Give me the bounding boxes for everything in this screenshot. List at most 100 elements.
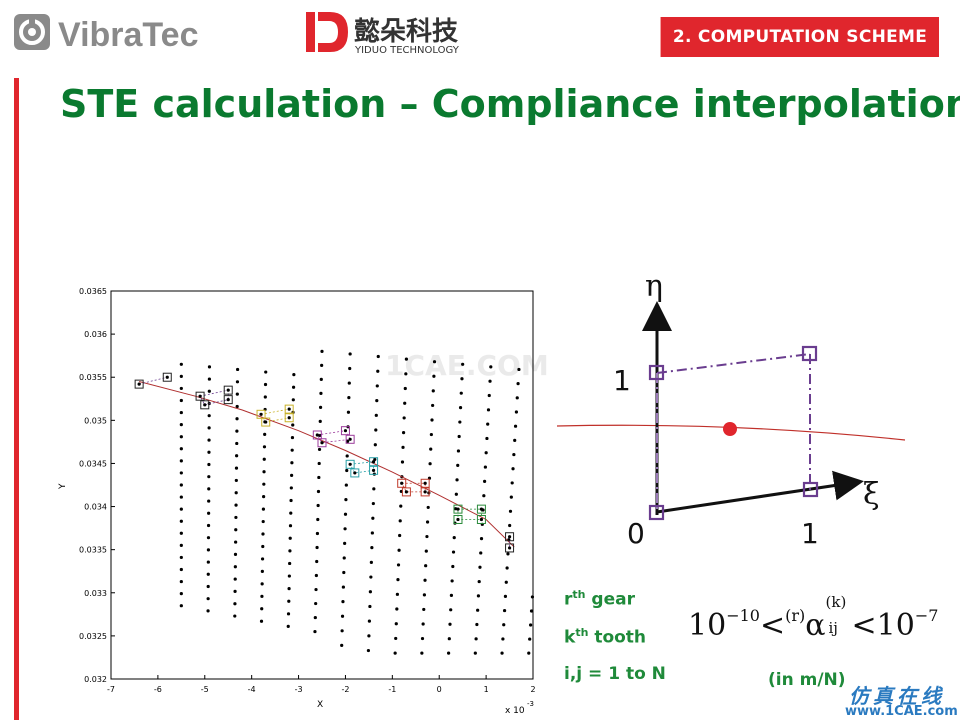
mesh-point	[344, 483, 348, 487]
axis-ticks: -7 -6 -5 -4 -3 -2 -1 0 1 2 0.032 0.0325 0.033 0.0335 0…	[79, 287, 536, 694]
mesh-point	[403, 386, 407, 391]
cell-node	[420, 487, 430, 497]
mesh-point	[508, 509, 513, 513]
mesh-point	[425, 520, 430, 524]
mesh-scatter-chart: 1CAE.COM -7 -6 -5 -4 -3 -2 -1 0 1 2 0.032 0.0325 0.0…	[58, 287, 549, 716]
mesh-point	[372, 487, 376, 491]
mesh-point	[179, 579, 183, 584]
eta-one-label: 1	[613, 364, 631, 397]
mesh-point	[286, 612, 291, 616]
cell-node	[345, 434, 355, 444]
mesh-point	[403, 401, 407, 405]
chart-watermark: 1CAE.COM	[385, 349, 549, 382]
mesh-point	[207, 475, 211, 479]
mesh-points	[179, 349, 535, 655]
mesh-point	[287, 574, 291, 578]
mesh-point	[529, 609, 534, 613]
mesh-point	[486, 408, 491, 412]
mesh-point	[340, 629, 344, 633]
mesh-point	[342, 570, 346, 575]
mesh-point	[288, 549, 292, 553]
cell-node-point	[343, 429, 348, 433]
index-range-label: i,j = 1 to N	[564, 664, 666, 684]
mesh-point	[451, 564, 455, 569]
mesh-point	[371, 516, 375, 520]
mesh-point	[260, 557, 265, 561]
cell-node-point	[400, 481, 404, 485]
mesh-point	[291, 385, 296, 389]
x-tick-label: -1	[388, 685, 396, 694]
mesh-point	[207, 426, 211, 430]
mesh-point	[458, 420, 462, 424]
yiduo-logo-icon	[306, 12, 348, 52]
mesh-point	[346, 410, 351, 414]
cell-node	[345, 459, 355, 469]
cell-node	[476, 514, 486, 524]
y-tick-label: 0.0335	[79, 546, 107, 555]
mesh-point	[261, 544, 265, 549]
mesh-point	[449, 608, 453, 612]
cell-node	[261, 417, 271, 427]
mesh-point	[502, 608, 507, 613]
cell-edge	[316, 430, 351, 444]
mesh-point	[461, 362, 465, 366]
cell-node	[312, 430, 322, 440]
mesh-point	[376, 369, 380, 373]
mesh-point	[207, 389, 211, 393]
mesh-point	[179, 507, 183, 511]
mesh-point	[207, 511, 211, 515]
mesh-point	[233, 589, 237, 593]
cell-node-point	[456, 507, 460, 511]
mesh-point	[340, 614, 345, 618]
mesh-point	[206, 536, 211, 540]
mesh-point	[207, 499, 211, 503]
mesh-point	[260, 607, 264, 611]
mesh-point	[289, 498, 293, 503]
cell-node	[200, 400, 210, 410]
mesh-point	[262, 470, 266, 474]
mesh-point	[260, 594, 264, 598]
cell-node	[134, 379, 144, 389]
mesh-point	[506, 552, 510, 556]
mesh-point	[179, 398, 183, 403]
cell-node-point	[226, 388, 230, 392]
x-multiplier-exp: -3	[527, 700, 534, 708]
mesh-point	[290, 435, 295, 440]
watermark-cn: 仿真在线	[849, 684, 945, 708]
mesh-point	[432, 374, 436, 378]
cell-node-point	[456, 517, 460, 522]
mesh-point	[289, 486, 293, 490]
cell-node	[284, 413, 294, 423]
mesh-point	[289, 511, 293, 515]
mesh-point	[432, 360, 437, 364]
mesh-point	[347, 381, 351, 385]
mesh-point	[425, 534, 429, 539]
mesh-point	[261, 507, 266, 511]
mesh-point	[234, 540, 238, 544]
mesh-point	[179, 567, 183, 572]
mesh-point	[260, 569, 264, 573]
cell-node	[256, 409, 266, 419]
cell-edge	[199, 389, 229, 406]
mesh-point	[179, 495, 183, 499]
x-tick-label: -5	[201, 685, 209, 694]
mesh-point	[460, 377, 464, 381]
mesh-point	[316, 503, 320, 508]
mesh-point	[457, 434, 461, 439]
mesh-point	[423, 578, 427, 582]
mesh-point	[424, 549, 428, 553]
cell-node	[505, 543, 515, 553]
mesh-point	[343, 512, 348, 516]
mesh-point	[529, 623, 533, 627]
cell-node	[317, 438, 327, 448]
mesh-point	[487, 393, 491, 398]
mesh-point	[396, 578, 400, 582]
mesh-point	[366, 648, 371, 653]
cell-node	[223, 385, 233, 395]
mesh-point	[370, 546, 374, 550]
mesh-point	[500, 651, 504, 655]
mesh-point	[261, 519, 265, 524]
mesh-point	[234, 528, 238, 532]
mesh-point	[234, 503, 238, 507]
mesh-point	[477, 579, 481, 584]
